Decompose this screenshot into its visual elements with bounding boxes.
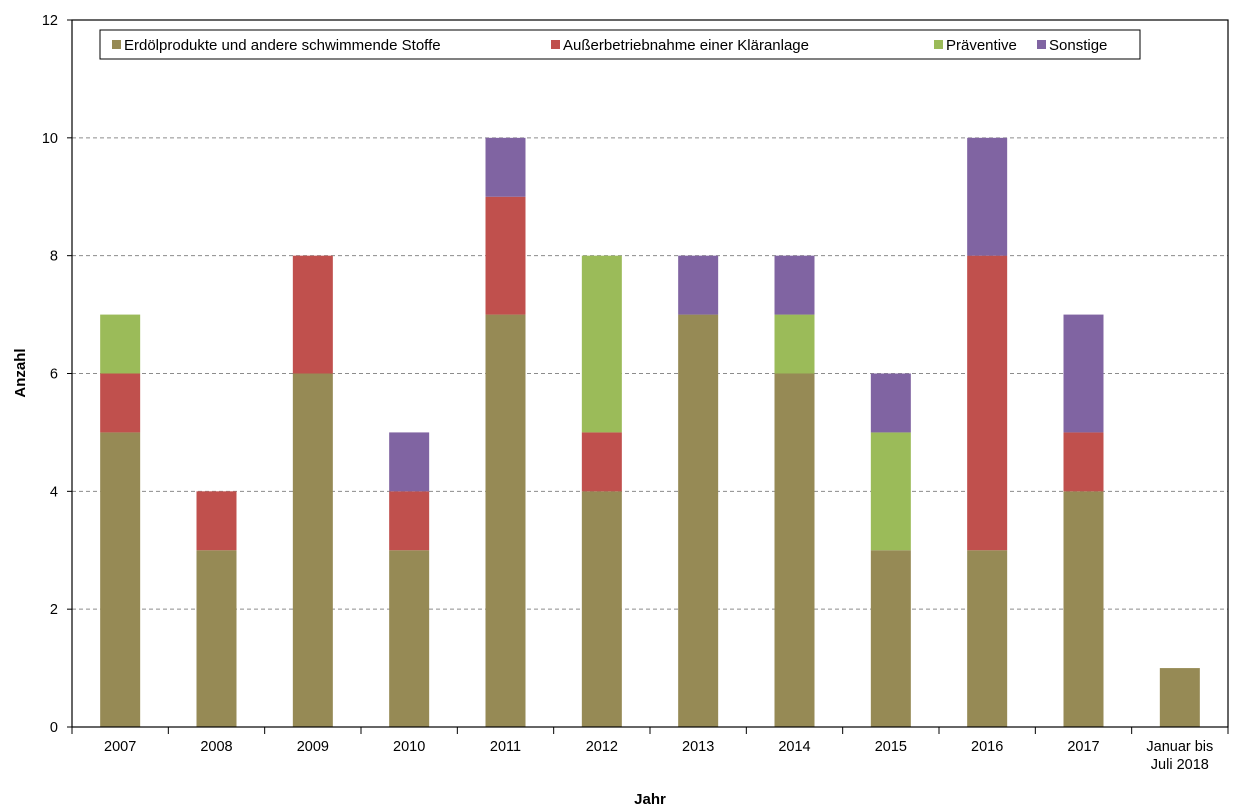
bar-segment bbox=[196, 491, 237, 551]
bar-segment bbox=[870, 373, 911, 433]
x-tick-labels: 2007 2008 2009 2010 2011 2012 2013 2014 2015 2016… bbox=[104, 739, 1213, 773]
legend-label: Außerbetriebnahme einer Kläranlage bbox=[563, 37, 809, 54]
bar-segment bbox=[774, 255, 815, 315]
bar-segment bbox=[870, 550, 911, 727]
bar-segment bbox=[100, 373, 141, 433]
legend-label: Sonstige bbox=[1049, 37, 1107, 54]
bar-segment bbox=[292, 255, 333, 374]
bar-segment bbox=[774, 373, 815, 727]
x-tick-label: Januar bis Juli 2018 bbox=[1146, 739, 1213, 773]
bar-segment bbox=[581, 432, 622, 492]
legend-swatch bbox=[551, 40, 560, 49]
y-axis-title: Anzahl bbox=[12, 348, 29, 397]
bar-segment bbox=[581, 491, 622, 727]
x-tick-label: 2012 bbox=[586, 739, 618, 755]
x-tick-label: 2013 bbox=[682, 739, 714, 755]
y-tick-label: 6 bbox=[50, 367, 58, 383]
y-tick-label: 4 bbox=[50, 484, 58, 500]
legend-swatch bbox=[112, 40, 121, 49]
bar-segment bbox=[967, 550, 1008, 727]
bar-segment bbox=[1063, 432, 1104, 492]
x-tick-label: 2008 bbox=[200, 739, 232, 755]
bar-segment bbox=[485, 314, 526, 727]
bar-segment bbox=[1159, 668, 1200, 727]
bar-segment bbox=[100, 432, 141, 727]
x-tick-label: 2011 bbox=[490, 739, 521, 755]
bar-segment bbox=[870, 432, 911, 551]
x-axis-title: Jahr bbox=[634, 791, 666, 807]
bar-segment bbox=[967, 255, 1008, 551]
y-tick-label: 10 bbox=[42, 131, 58, 147]
bar-segment bbox=[292, 373, 333, 727]
y-tick-labels: 0 2 4 6 8 10 12 bbox=[42, 13, 58, 736]
y-tick-label: 0 bbox=[50, 720, 58, 736]
bar-segment bbox=[1063, 491, 1104, 727]
bar-segment bbox=[1063, 314, 1104, 433]
x-tick-label: 2010 bbox=[393, 739, 425, 755]
bar-segment bbox=[485, 137, 526, 197]
axes bbox=[67, 19, 1229, 734]
x-tick-label: 2016 bbox=[971, 739, 1003, 755]
bar-segment bbox=[389, 550, 430, 727]
bars bbox=[100, 137, 1200, 727]
bar-segment bbox=[581, 255, 622, 433]
legend-box bbox=[99, 29, 1141, 60]
legend-swatch bbox=[1037, 40, 1046, 49]
x-tick-label: 2015 bbox=[875, 739, 907, 755]
bar-segment bbox=[389, 432, 430, 492]
bar-segment bbox=[678, 255, 719, 315]
x-tick-label: 2009 bbox=[297, 739, 329, 755]
y-tick-label: 8 bbox=[50, 249, 58, 265]
y-tick-label: 12 bbox=[42, 13, 58, 29]
bar-segment bbox=[967, 137, 1008, 256]
bar-segment bbox=[485, 196, 526, 315]
bar-segment bbox=[389, 491, 430, 551]
bar-segment bbox=[196, 550, 237, 727]
y-tick-label: 2 bbox=[50, 602, 58, 618]
bar-segment bbox=[774, 314, 815, 374]
gridlines bbox=[72, 19, 1228, 610]
bar-segment bbox=[100, 314, 141, 374]
x-tick-label: 2017 bbox=[1067, 739, 1099, 755]
bar-segment bbox=[678, 314, 719, 727]
legend: Erdölprodukte und andere schwimmende Sto… bbox=[99, 29, 1141, 60]
legend-label: Erdölprodukte und andere schwimmende Sto… bbox=[124, 37, 441, 54]
legend-label: Präventive bbox=[946, 37, 1017, 54]
x-tick-label: 2007 bbox=[104, 739, 136, 755]
x-tick-label: 2014 bbox=[778, 739, 810, 755]
legend-swatch bbox=[934, 40, 943, 49]
